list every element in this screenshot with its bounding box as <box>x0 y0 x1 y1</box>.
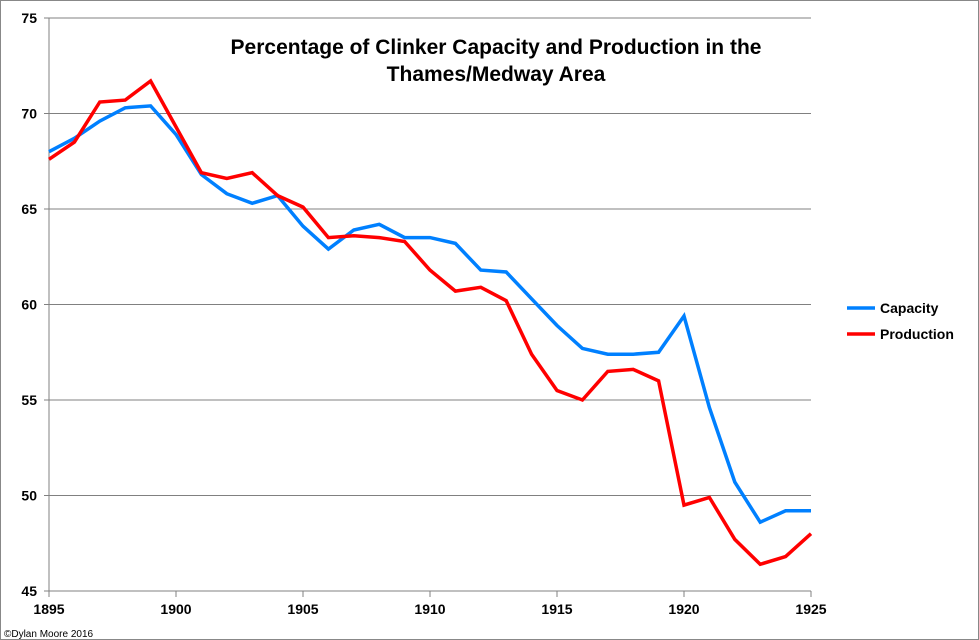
gridlines <box>49 17 811 496</box>
legend-label-production: Production <box>880 326 954 342</box>
copyright-text: ©Dylan Moore 2016 <box>4 629 94 640</box>
x-tick-label: 1915 <box>541 601 572 617</box>
y-tick-label: 70 <box>21 106 37 122</box>
series-line-capacity <box>48 104 811 525</box>
chart-title-line-1: Percentage of Clinker Capacity and Produ… <box>231 36 762 59</box>
x-tick-label: 1910 <box>414 601 445 617</box>
chart-title-line-2: Thames/Medway Area <box>387 63 606 86</box>
y-tick-label: 60 <box>21 297 37 313</box>
x-tick-label: 1895 <box>33 601 64 617</box>
y-tick-label: 75 <box>21 10 37 26</box>
axes: 45 50 55 60 65 70 75 1895 1900 1905 1910 1915 1920 19… <box>21 10 826 617</box>
y-tick-label: 45 <box>21 583 37 599</box>
legend: Capacity Production <box>847 300 954 342</box>
y-tick-label: 65 <box>21 201 37 217</box>
series-line-production <box>48 78 813 567</box>
y-tick-label: 50 <box>21 488 37 504</box>
x-tick-label: 1905 <box>287 601 318 617</box>
series-lines <box>48 78 813 567</box>
x-tick-label: 1925 <box>795 601 826 617</box>
legend-label-capacity: Capacity <box>880 300 939 316</box>
x-tick-label: 1900 <box>160 601 191 617</box>
y-tick-label: 55 <box>21 392 37 408</box>
x-tick-label: 1920 <box>668 601 699 617</box>
